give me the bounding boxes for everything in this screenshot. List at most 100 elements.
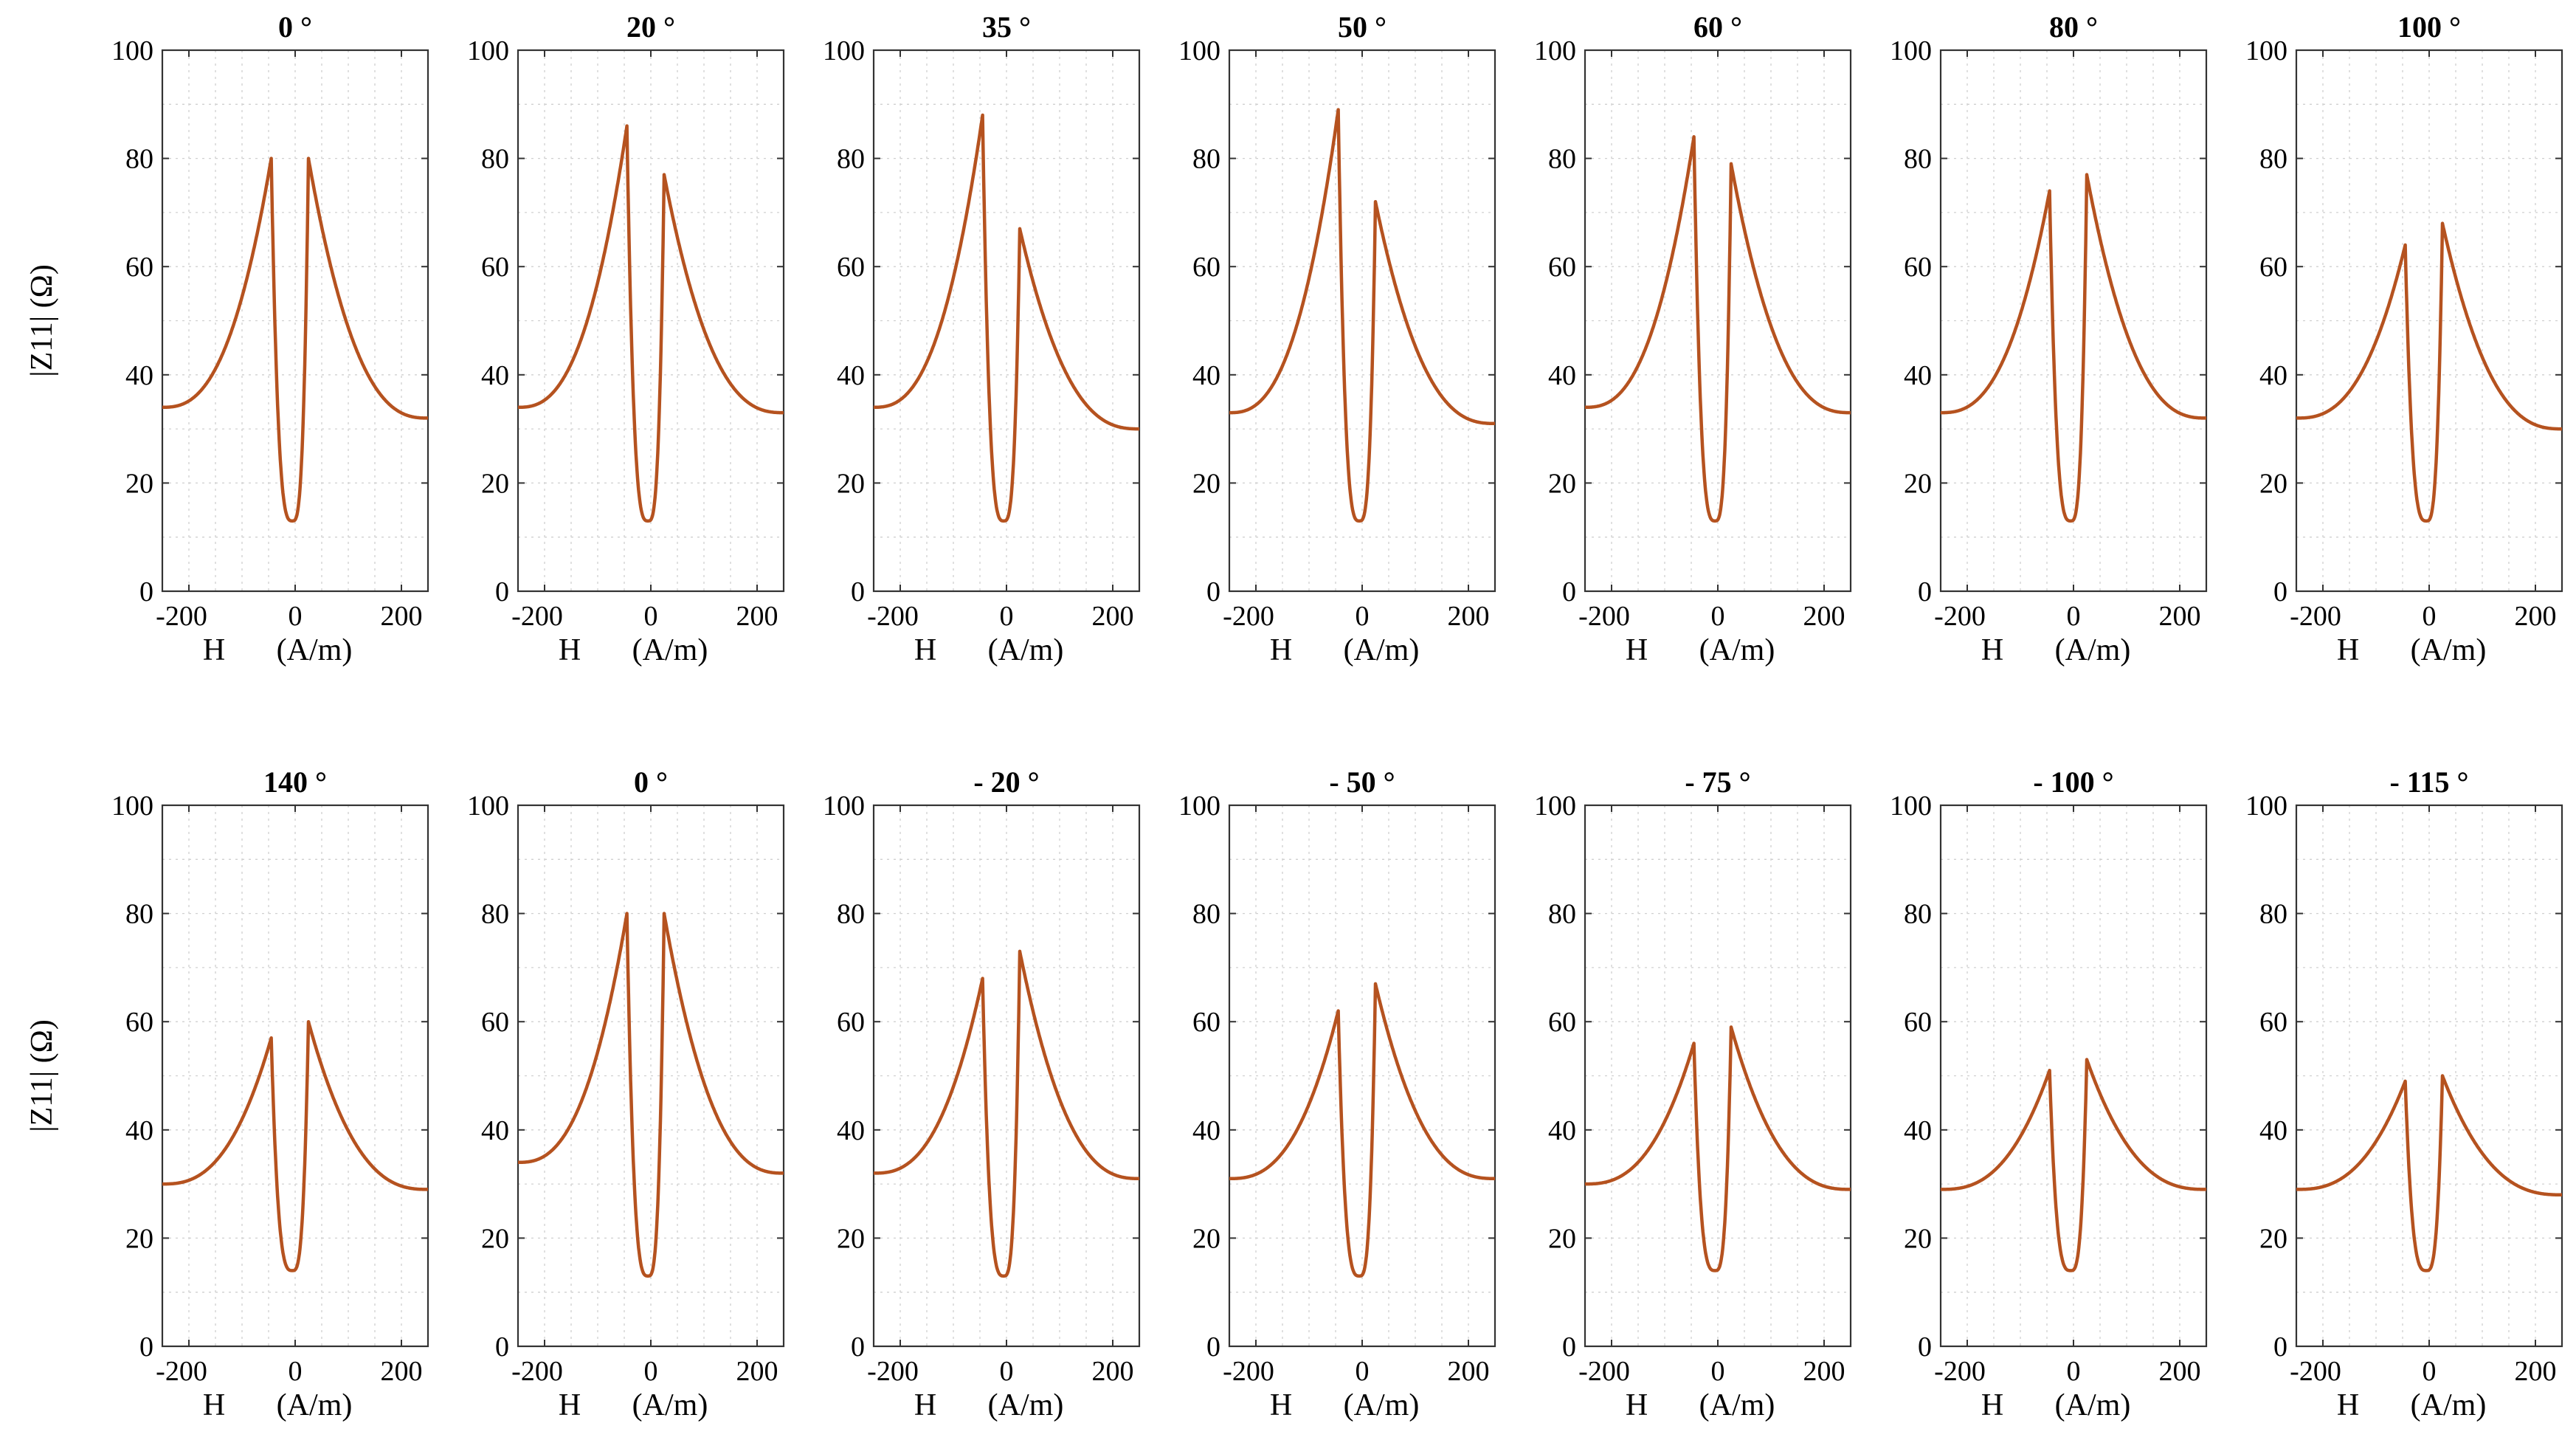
y-tick-label: 20 bbox=[481, 468, 509, 499]
x-tick-label: -200 bbox=[156, 601, 207, 632]
series-line bbox=[1228, 982, 1496, 1278]
y-tick-label: 20 bbox=[1192, 468, 1220, 499]
y-tick-label: 40 bbox=[1548, 1115, 1576, 1146]
panel-grid bbox=[1229, 50, 1495, 591]
series-line bbox=[1584, 135, 1852, 523]
x-axis-label-h: H bbox=[914, 1388, 936, 1422]
panel-title: - 115 ° bbox=[2389, 765, 2468, 799]
x-tick-label: 200 bbox=[1092, 1356, 1134, 1387]
y-tick-label: 20 bbox=[481, 1223, 509, 1254]
x-tick-label: -200 bbox=[2290, 601, 2341, 632]
y-tick-label: 40 bbox=[1192, 360, 1220, 391]
x-tick-label: -200 bbox=[511, 601, 563, 632]
x-axis-label-unit: (A/m) bbox=[2411, 1388, 2487, 1422]
panel-title: 0 ° bbox=[278, 10, 312, 44]
x-tick-label: 0 bbox=[2067, 601, 2081, 632]
series-line bbox=[1939, 173, 2208, 523]
y-tick-label: 20 bbox=[837, 1223, 865, 1254]
x-tick-label: 200 bbox=[2515, 601, 2557, 632]
panel-grid bbox=[1941, 805, 2206, 1346]
y-tick-label: 20 bbox=[125, 468, 153, 499]
panel-title: 80 ° bbox=[2049, 10, 2098, 44]
panel-grid bbox=[1229, 805, 1495, 1346]
y-tick-label: 60 bbox=[481, 252, 509, 283]
x-axis-label-h: H bbox=[1626, 633, 1648, 667]
y-tick-label: 20 bbox=[1548, 1223, 1576, 1254]
y-tick-label: 100 bbox=[1178, 35, 1220, 66]
panel-title: 50 ° bbox=[1338, 10, 1387, 44]
panel-grid bbox=[1585, 805, 1851, 1346]
y-tick-label: 40 bbox=[1904, 360, 1932, 391]
y-tick-label: 100 bbox=[2245, 35, 2287, 66]
y-tick-label: 20 bbox=[837, 468, 865, 499]
x-axis-label-unit: (A/m) bbox=[1344, 633, 1420, 667]
y-tick-label: 100 bbox=[111, 791, 153, 822]
x-axis-label-unit: (A/m) bbox=[1699, 1388, 1775, 1422]
x-tick-label: 200 bbox=[2159, 1356, 2201, 1387]
x-tick-label: 0 bbox=[1000, 601, 1014, 632]
y-tick-label: 60 bbox=[2259, 252, 2287, 283]
series-line bbox=[2295, 221, 2563, 523]
panel-title: 35 ° bbox=[982, 10, 1031, 44]
series-line bbox=[161, 1019, 429, 1272]
x-tick-label: 200 bbox=[1448, 1356, 1490, 1387]
x-tick-label: -200 bbox=[2290, 1356, 2341, 1387]
x-tick-label: 0 bbox=[1356, 601, 1370, 632]
panel-grid bbox=[162, 50, 428, 591]
series-line bbox=[872, 113, 1141, 523]
y-tick-label: 100 bbox=[1890, 791, 1932, 822]
y-tick-label: 20 bbox=[1192, 1223, 1220, 1254]
x-tick-label: 0 bbox=[1711, 601, 1725, 632]
y-tick-label: 80 bbox=[1192, 144, 1220, 175]
series-line bbox=[1228, 108, 1496, 523]
x-axis-label-unit: (A/m) bbox=[277, 633, 353, 667]
y-tick-label: 80 bbox=[481, 144, 509, 175]
y-tick-label: 20 bbox=[1904, 1223, 1932, 1254]
y-tick-label: 0 bbox=[495, 576, 509, 607]
y-tick-label: 0 bbox=[1206, 576, 1220, 607]
y-tick-label: 0 bbox=[139, 1332, 153, 1363]
y-tick-label: 0 bbox=[139, 576, 153, 607]
y-tick-label: 40 bbox=[1548, 360, 1576, 391]
panel-title: 100 ° bbox=[2397, 10, 2461, 44]
x-tick-label: 200 bbox=[381, 1356, 423, 1387]
y-tick-label: 20 bbox=[2259, 468, 2287, 499]
y-tick-label: 60 bbox=[1904, 1007, 1932, 1038]
y-tick-label: 100 bbox=[467, 35, 509, 66]
x-tick-label: -200 bbox=[867, 601, 919, 632]
x-tick-label: 200 bbox=[1803, 601, 1845, 632]
x-axis-label-h: H bbox=[203, 1388, 225, 1422]
series-line bbox=[2295, 1074, 2563, 1272]
panel-title: 20 ° bbox=[626, 10, 675, 44]
panel-title: - 50 ° bbox=[1329, 765, 1395, 799]
y-tick-label: 20 bbox=[1904, 468, 1932, 499]
y-tick-label: 20 bbox=[125, 1223, 153, 1254]
x-tick-label: -200 bbox=[867, 1356, 919, 1387]
y-tick-label: 60 bbox=[837, 1007, 865, 1038]
x-axis-label-h: H bbox=[1270, 633, 1292, 667]
y-tick-label: 100 bbox=[823, 35, 865, 66]
y-tick-label: 60 bbox=[125, 252, 153, 283]
y-tick-label: 0 bbox=[2273, 576, 2287, 607]
y-tick-label: 60 bbox=[2259, 1007, 2287, 1038]
x-tick-label: -200 bbox=[1578, 1356, 1630, 1387]
y-tick-label: 40 bbox=[1192, 1115, 1220, 1146]
series-line bbox=[872, 949, 1141, 1278]
y-tick-label: 80 bbox=[1904, 144, 1932, 175]
y-tick-label: 20 bbox=[1548, 468, 1576, 499]
y-tick-label: 0 bbox=[851, 576, 865, 607]
x-tick-label: 0 bbox=[289, 601, 303, 632]
x-axis-label-unit: (A/m) bbox=[2411, 633, 2487, 667]
y-tick-label: 100 bbox=[1534, 791, 1576, 822]
x-tick-label: -200 bbox=[1223, 601, 1274, 632]
panel-title: - 20 ° bbox=[973, 765, 1039, 799]
y-tick-label: 100 bbox=[1178, 791, 1220, 822]
y-tick-label: 40 bbox=[481, 1115, 509, 1146]
